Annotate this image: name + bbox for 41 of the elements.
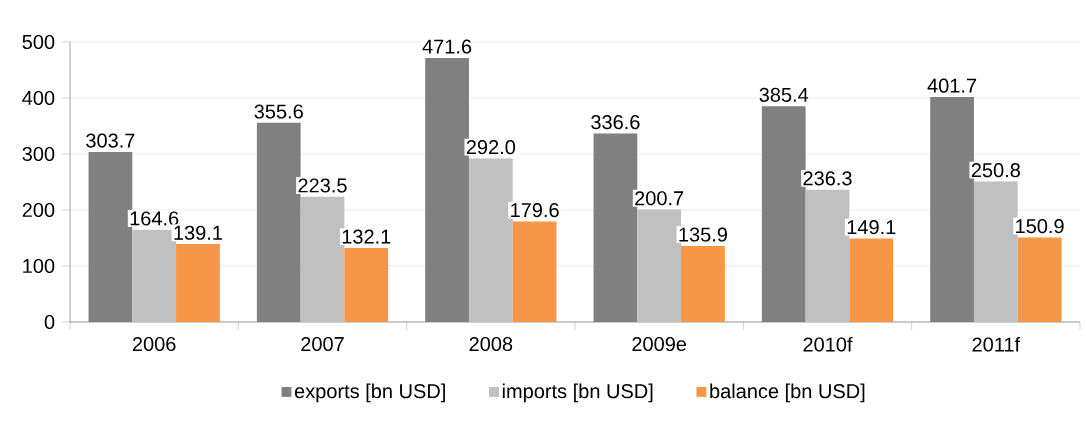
bar (849, 238, 894, 322)
data-label: 303.7 (86, 133, 135, 148)
data-label: 292.0 (466, 140, 516, 155)
y-tick-label: 300 (22, 146, 55, 162)
data-label: 139.1 (174, 225, 222, 240)
bar (344, 248, 389, 322)
y-tick-label: 0 (44, 314, 55, 330)
y-tick-label: 400 (22, 90, 55, 106)
x-tick-label: 2006 (132, 336, 176, 352)
x-tick-label: 2010f (803, 336, 853, 352)
bar (1017, 237, 1062, 322)
data-label: 200.7 (635, 191, 684, 206)
data-label: 132.1 (342, 229, 391, 244)
data-label: 250.8 (971, 163, 1020, 178)
data-label: 223.5 (298, 178, 347, 193)
bar (176, 244, 220, 322)
data-label: 385.4 (759, 87, 809, 102)
data-label: 150.9 (1016, 219, 1064, 234)
y-tick-label: 200 (22, 202, 55, 218)
x-tick-label: 2008 (469, 336, 513, 352)
bar (468, 158, 513, 322)
y-tick-label: 100 (23, 258, 55, 274)
data-label: 149.1 (847, 220, 896, 235)
data-label: 471.6 (422, 39, 472, 54)
bar (681, 245, 725, 322)
data-label: 236.3 (803, 171, 852, 186)
legend-label: imports [bn USD] (502, 383, 653, 403)
legend-label: balance [bn USD] (710, 383, 865, 403)
y-tick-label: 500 (22, 34, 55, 50)
bar (973, 181, 1018, 322)
x-tick-label: 2007 (301, 336, 344, 352)
data-label: 336.6 (591, 115, 640, 130)
data-label: 355.6 (254, 104, 303, 119)
data-label: 179.6 (511, 202, 559, 218)
x-tick-label: 2011f (972, 336, 1021, 352)
data-label: 135.9 (679, 227, 727, 242)
bar (512, 221, 557, 322)
x-tick-label: 2009e (632, 336, 687, 352)
data-label: 164.6 (130, 211, 179, 226)
legend-label: exports [bn USD] (294, 383, 445, 403)
data-label: 401.7 (927, 78, 977, 93)
